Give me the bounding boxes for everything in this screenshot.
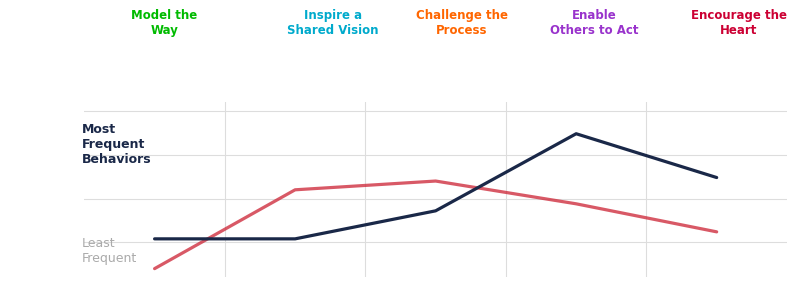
Text: Enable
Others to Act: Enable Others to Act	[549, 9, 638, 37]
Text: Model the
Way: Model the Way	[132, 9, 197, 37]
Text: Least
Frequent: Least Frequent	[82, 237, 136, 265]
Text: Inspire a
Shared Vision: Inspire a Shared Vision	[287, 9, 379, 37]
Text: Challenge the
Process: Challenge the Process	[415, 9, 507, 37]
Text: Encourage the
Heart: Encourage the Heart	[690, 9, 786, 37]
Text: Most
Frequent
Behaviors: Most Frequent Behaviors	[82, 123, 151, 166]
